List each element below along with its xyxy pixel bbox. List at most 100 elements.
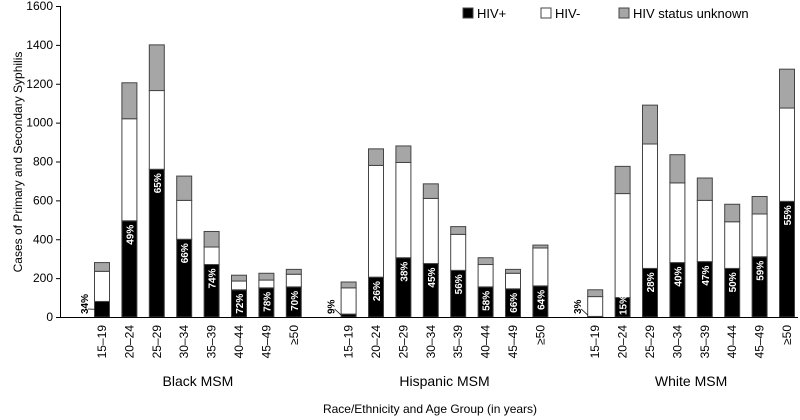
x-tick-label: 25–29 — [396, 325, 410, 359]
y-tick-label: 1200 — [26, 77, 53, 91]
y-tick-label: 1000 — [26, 116, 53, 130]
pct-label: 34% — [80, 294, 91, 314]
bar-segment-hiv-negative — [258, 279, 275, 289]
x-tick-label: 35–39 — [451, 325, 465, 359]
legend-swatch — [540, 7, 552, 19]
bar-segment-hiv-unknown — [669, 154, 686, 184]
pct-leader-line — [334, 308, 342, 316]
pct-label: 74% — [208, 268, 219, 288]
bar-segment-hiv-unknown — [121, 82, 138, 120]
x-tick-label: 20–24 — [616, 325, 630, 359]
pct-label: 40% — [673, 266, 684, 286]
x-axis-title: Race/Ethnicity and Age Group (in years) — [323, 402, 537, 416]
bar-segment-hiv-unknown — [614, 165, 631, 195]
bar-segment-hiv-negative — [505, 272, 521, 290]
bar-segment-hiv-negative — [669, 182, 686, 264]
pct-label: 78% — [262, 292, 273, 312]
bar-segment-hiv-unknown — [231, 274, 247, 282]
bar-segment-hiv-negative — [231, 280, 247, 291]
bar-segment-hiv-negative — [121, 118, 138, 222]
x-tick-label: 20–24 — [122, 325, 136, 359]
bar-segment-hiv-negative — [587, 296, 604, 317]
pct-label: 55% — [783, 205, 794, 225]
pct-label: 38% — [399, 262, 410, 282]
y-tick-label: 600 — [33, 193, 53, 207]
legend-swatch — [618, 7, 630, 19]
y-axis-title: Cases of Primary and Secondary Syphilis — [11, 52, 25, 273]
pct-label: 72% — [235, 294, 246, 314]
bar-segment-hiv-negative — [203, 246, 220, 266]
bar-group-black-msm: 34% 15–19 49% 20–24 65% 25–29 66% 30–34 74% 35–39… — [80, 44, 302, 389]
y-tick-label: 1400 — [26, 38, 53, 52]
bar-segment-hiv-negative — [477, 264, 494, 288]
pct-leader-line — [580, 308, 588, 316]
bar-segment-hiv-negative — [422, 197, 439, 265]
x-tick-label: 35–39 — [698, 325, 712, 359]
x-tick-label: ≥50 — [780, 325, 794, 345]
legend-label: HIV status unknown — [633, 6, 749, 21]
x-tick-label: 35–39 — [205, 325, 219, 359]
bar-segment-hiv-unknown — [258, 272, 275, 281]
x-tick-label: 45–49 — [259, 325, 273, 359]
pct-label: 58% — [482, 291, 493, 311]
group-label: Black MSM — [163, 373, 234, 389]
bar-segment-hiv-unknown — [285, 268, 302, 275]
bar-segment-hiv-negative — [176, 199, 193, 240]
y-tick-label: 800 — [33, 155, 53, 169]
x-tick-label: 45–49 — [506, 325, 520, 359]
pct-label: 26% — [372, 281, 383, 301]
pct-label: 50% — [728, 272, 739, 292]
pct-label: 28% — [646, 272, 657, 292]
x-tick-label: 15–19 — [342, 325, 356, 359]
x-tick-label: 15–19 — [95, 325, 109, 359]
pct-label: 59% — [756, 261, 767, 281]
pct-label: 66% — [509, 293, 520, 313]
y-tick-label: 200 — [33, 271, 53, 285]
bar-group-hispanic-msm: 9% 15–19 26% 20–24 38% 25–29 45% 30–34 56% 35–39 5… — [327, 145, 549, 389]
bar-segment-hiv-unknown — [724, 203, 741, 223]
pct-label: 56% — [454, 274, 465, 294]
bar-segment-hiv-unknown — [340, 281, 357, 289]
pct-label: 15% — [619, 295, 630, 315]
bar-segment-hiv-unknown — [642, 104, 658, 145]
pct-label: 64% — [536, 290, 547, 310]
x-tick-label: ≥50 — [287, 325, 301, 345]
x-tick-label: 40–44 — [479, 325, 493, 359]
bar-group-white-msm: 3% 15–19 15% 20–24 28% 25–29 40% 30–34 47% 35–39 5… — [573, 68, 795, 389]
pct-label: 70% — [290, 291, 301, 311]
bar-segment-hiv-negative — [614, 193, 631, 299]
pct-label: 47% — [701, 265, 712, 285]
bar-segment-hiv-negative — [285, 273, 302, 288]
bar-segment-hiv-negative — [340, 287, 357, 315]
bar-segment-hiv-unknown — [751, 195, 768, 215]
x-tick-label: 20–24 — [369, 325, 383, 359]
bar-segment-hiv-unknown — [203, 230, 220, 248]
bar-segment-hiv-negative — [148, 90, 165, 170]
y-tick-label: 0 — [46, 310, 53, 324]
x-tick-label: 45–49 — [753, 325, 767, 359]
bar-segment-hiv-unknown — [148, 44, 165, 92]
bar-segment-hiv-unknown — [587, 289, 604, 298]
bar-segment-hiv-negative — [779, 107, 795, 202]
bar-segment-hiv-unknown — [94, 262, 110, 272]
y-tick-label: 400 — [33, 232, 53, 246]
bar-segment-hiv-unknown — [532, 244, 549, 249]
pct-label: 65% — [153, 173, 164, 193]
bar-segment-hiv-unknown — [779, 68, 795, 109]
bar-segment-hiv-negative — [368, 164, 384, 278]
legend-label: HIV+ — [477, 6, 506, 21]
legend: HIV+ HIV- HIV status unknown — [462, 6, 749, 21]
bar-segment-hiv-negative — [94, 270, 110, 302]
x-tick-label: 25–29 — [643, 325, 657, 359]
bar-segment-hiv-negative — [751, 213, 768, 258]
pct-label: 66% — [180, 243, 191, 263]
x-tick-label: 25–29 — [150, 325, 164, 359]
bar-segment-hiv-unknown — [477, 257, 494, 266]
group-label: Hispanic MSM — [399, 373, 489, 389]
bar-segment-hiv-negative — [642, 143, 658, 269]
pct-label: 3% — [573, 299, 584, 314]
x-tick-label: 40–44 — [232, 325, 246, 359]
bar-segment-hiv-negative — [395, 161, 412, 259]
x-tick-label: ≥50 — [533, 325, 547, 345]
